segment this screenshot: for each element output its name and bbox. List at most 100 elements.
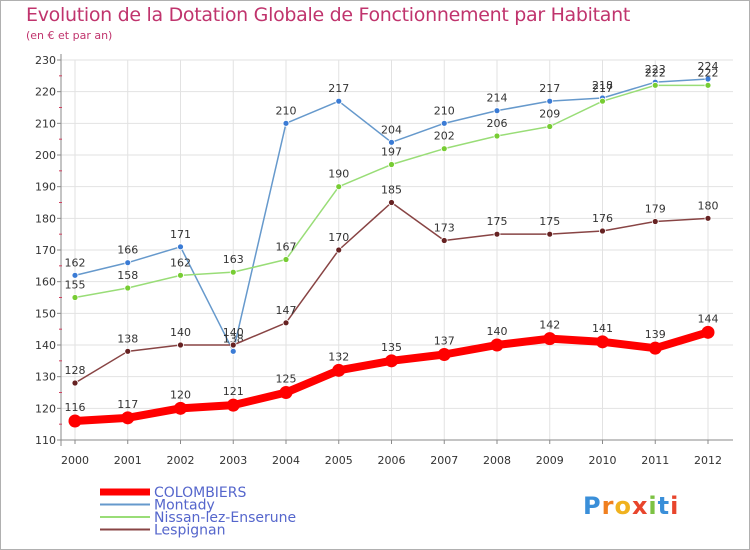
data-label: 139 — [645, 328, 666, 341]
data-point — [596, 335, 609, 349]
data-label: 206 — [487, 117, 508, 130]
logo-letter: o — [614, 492, 632, 520]
data-point — [174, 401, 187, 415]
data-label: 209 — [539, 108, 560, 121]
data-point — [385, 354, 398, 368]
data-point — [124, 259, 132, 267]
data-label: 217 — [592, 82, 613, 95]
data-label: 171 — [170, 228, 191, 241]
data-point — [388, 199, 395, 206]
data-point — [177, 271, 184, 279]
data-label: 222 — [698, 66, 719, 79]
data-point — [335, 97, 343, 105]
legend-label: Nissan-lez-Enserune — [154, 510, 296, 526]
data-point — [543, 332, 557, 346]
data-point — [546, 97, 554, 105]
data-point — [546, 123, 554, 130]
data-label: 210 — [434, 104, 455, 117]
logo-letter: x — [631, 492, 649, 520]
data-point — [124, 347, 132, 355]
data-label: 167 — [276, 241, 297, 254]
data-point — [332, 363, 346, 377]
data-point — [335, 246, 343, 254]
data-point — [440, 237, 448, 244]
data-point — [651, 218, 659, 225]
data-label: 224 — [698, 60, 719, 73]
data-label: 214 — [487, 92, 508, 105]
series-nissan-lez-enserune: 155 158 162 163 167 190 197 202 206 209 217 222 222 — [65, 66, 719, 301]
logo-letter: i — [648, 492, 658, 520]
data-label: 210 — [276, 104, 297, 117]
data-point — [124, 284, 132, 292]
y-tick-label: 180 — [35, 212, 56, 225]
data-point — [493, 230, 501, 238]
data-label: 175 — [539, 215, 560, 228]
data-label: 140 — [223, 326, 244, 339]
data-point — [493, 132, 501, 140]
y-tick-label: 230 — [35, 54, 56, 67]
data-point — [490, 338, 504, 352]
data-point — [177, 243, 184, 251]
y-tick-label: 220 — [35, 86, 56, 99]
y-tick-label: 140 — [35, 339, 56, 352]
data-point — [440, 145, 448, 153]
data-label: 197 — [381, 146, 402, 159]
data-label: 155 — [65, 279, 86, 292]
y-tick-label: 120 — [35, 402, 56, 415]
data-label: 147 — [276, 304, 297, 317]
data-point — [71, 294, 79, 301]
data-label: 121 — [223, 385, 244, 398]
data-point — [701, 325, 715, 339]
data-label: 137 — [434, 335, 455, 348]
chart-subtitle: (en € et par an) — [26, 29, 113, 42]
data-label: 173 — [434, 222, 455, 235]
data-point — [71, 379, 79, 387]
data-label: 185 — [381, 184, 402, 197]
data-label: 176 — [592, 212, 613, 225]
data-point — [599, 227, 606, 235]
x-tick-label: 2001 — [114, 454, 142, 467]
logo-letter: P — [583, 492, 602, 520]
data-label: 163 — [223, 253, 244, 266]
x-tick-label: 2003 — [219, 454, 247, 467]
data-label: 170 — [328, 231, 349, 244]
y-tick-label: 200 — [35, 149, 56, 162]
data-point — [226, 398, 240, 412]
data-label: 202 — [434, 130, 455, 143]
y-tick-label: 150 — [35, 307, 56, 320]
data-label: 116 — [65, 401, 86, 414]
data-point — [229, 341, 237, 349]
data-point — [546, 230, 554, 238]
data-label: 140 — [487, 325, 508, 338]
data-label: 120 — [170, 388, 191, 401]
data-label: 175 — [487, 215, 508, 228]
y-tick-label: 110 — [35, 434, 56, 447]
data-label: 162 — [170, 256, 191, 269]
proxiti-logo: Proxiti — [583, 492, 679, 520]
data-label: 135 — [381, 341, 402, 354]
data-point — [68, 414, 82, 428]
x-tick-label: 2007 — [430, 454, 458, 467]
x-tick-label: 2010 — [589, 454, 617, 467]
grid — [61, 59, 733, 441]
data-point — [440, 119, 448, 127]
logo-letter: t — [657, 492, 671, 520]
data-label: 162 — [65, 256, 86, 269]
data-point — [437, 348, 451, 361]
data-point — [282, 256, 290, 263]
data-point — [651, 81, 659, 89]
data-point — [71, 271, 79, 279]
data-label: 158 — [117, 269, 138, 282]
data-label: 128 — [65, 364, 86, 377]
x-tick-label: 2006 — [378, 454, 406, 467]
y-tick-label: 190 — [35, 181, 56, 194]
data-label: 166 — [117, 244, 138, 257]
data-point — [282, 119, 290, 127]
data-point — [388, 138, 395, 146]
x-tick-label: 2008 — [483, 454, 511, 467]
series-lespignan: 128 138 140 140 147 170 185 173 175 175 176 179 180 — [65, 184, 719, 387]
data-label: 217 — [539, 82, 560, 95]
y-tick-label: 210 — [35, 117, 56, 130]
data-point — [704, 81, 712, 89]
